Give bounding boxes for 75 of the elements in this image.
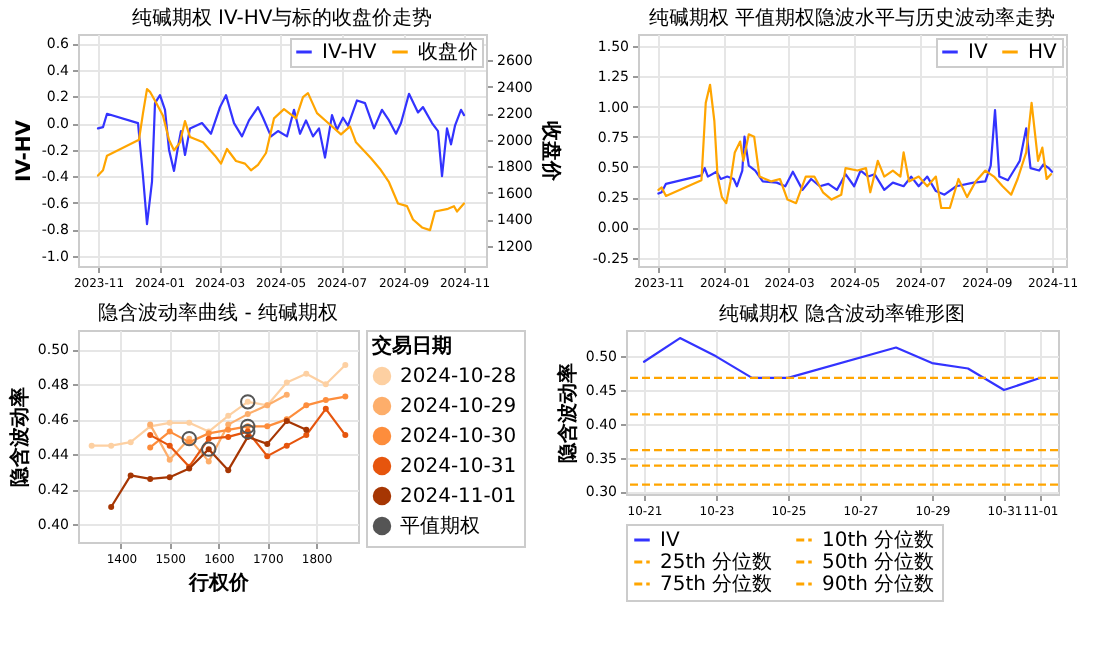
point <box>127 439 134 446</box>
point <box>166 419 173 426</box>
point <box>147 432 154 439</box>
point <box>322 381 329 388</box>
legend-label: 2024-10-31 <box>400 456 517 478</box>
point <box>88 442 95 449</box>
line-series <box>657 83 1053 210</box>
point <box>240 394 256 410</box>
point <box>225 412 232 419</box>
legend-label: 2024-11-01 <box>400 486 517 508</box>
chart-title: 纯碱期权 IV-HV与标的收盘价走势 <box>131 6 433 30</box>
y-axis-title: 隐含波动率 <box>7 387 32 487</box>
legend-label: 10th 分位数 <box>822 528 935 552</box>
point <box>244 411 251 418</box>
point <box>264 453 271 460</box>
point <box>322 405 329 412</box>
point <box>147 444 154 451</box>
point <box>166 474 173 481</box>
legend-label: HV <box>1028 42 1058 64</box>
legend-label: IV-HV <box>322 42 377 64</box>
line-series <box>147 391 290 465</box>
chart-title: 纯碱期权 隐含波动率锥形图 <box>718 302 966 326</box>
legend-label: 收盘价 <box>418 40 478 64</box>
point <box>225 426 232 433</box>
point <box>342 393 349 400</box>
point <box>108 503 115 510</box>
point <box>181 430 197 447</box>
legend-label: 2024-10-28 <box>400 366 517 388</box>
point <box>240 423 256 440</box>
legend-title: 交易日期 <box>370 334 452 358</box>
chart-title: 纯碱期权 平值期权隐波水平与历史波动率走势 <box>648 6 1056 30</box>
point <box>303 432 310 439</box>
point <box>225 467 232 474</box>
chart-title: 隐含波动率曲线 - 纯碱期权 <box>98 301 338 325</box>
point <box>342 432 349 439</box>
point <box>303 402 310 409</box>
legend-label: IV <box>660 530 680 552</box>
y-axis-title: 隐含波动率 <box>555 363 580 463</box>
line-series <box>642 337 1042 392</box>
legend-label: 25th 分位数 <box>660 550 773 574</box>
point <box>166 456 173 463</box>
point <box>108 442 115 449</box>
line-series <box>147 405 349 470</box>
point <box>127 472 134 479</box>
point <box>240 418 256 435</box>
point <box>166 442 173 449</box>
x-axis-title: 行权价 <box>187 571 251 595</box>
point <box>264 423 271 430</box>
point <box>303 370 310 377</box>
y-axis-title: IV-HV <box>13 119 36 182</box>
point <box>225 433 232 440</box>
y2-axis-title: 收盘价 <box>538 121 563 183</box>
line-series <box>657 109 1054 196</box>
point <box>264 440 271 447</box>
point <box>283 379 290 386</box>
point <box>205 458 212 465</box>
point <box>186 419 193 426</box>
legend-label: 2024-10-30 <box>400 426 517 448</box>
point <box>205 435 212 442</box>
point <box>147 475 154 482</box>
point <box>166 428 173 435</box>
point <box>342 362 349 369</box>
legend-label: 平值期权 <box>400 514 480 538</box>
point <box>322 397 329 404</box>
point <box>225 421 232 428</box>
point <box>283 442 290 449</box>
legend-label: 75th 分位数 <box>660 572 773 596</box>
point <box>303 426 310 433</box>
legend-label: 50th 分位数 <box>822 550 935 574</box>
line-series <box>108 418 310 510</box>
legend-label: 90th 分位数 <box>822 572 935 596</box>
point <box>201 441 217 457</box>
point <box>283 391 290 398</box>
legend-label: 2024-10-29 <box>400 396 517 418</box>
legend-label: IV <box>968 42 988 64</box>
